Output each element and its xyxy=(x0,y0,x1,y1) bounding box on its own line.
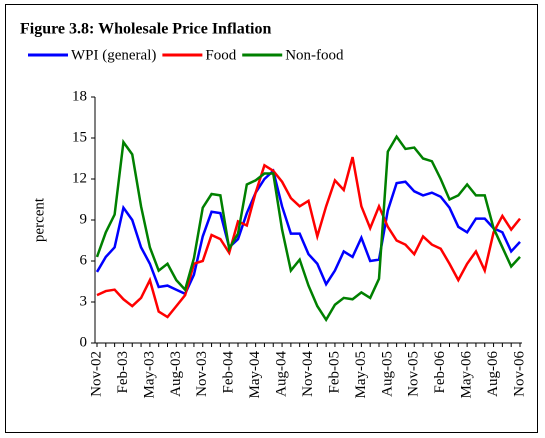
y-tick-label: 9 xyxy=(80,211,88,227)
x-tick-label: Feb-04 xyxy=(221,351,237,394)
x-tick-label: May-03 xyxy=(141,351,157,399)
legend-label: Food xyxy=(205,47,236,63)
x-tick-label: Nov-05 xyxy=(406,351,422,397)
y-tick-label: 12 xyxy=(72,170,87,186)
legend-label: WPI (general) xyxy=(71,47,156,63)
x-tick-label: Nov-04 xyxy=(300,351,316,397)
x-tick-label: Aug-04 xyxy=(274,351,290,397)
y-axis-label: percent xyxy=(31,197,47,242)
y-tick-label: 18 xyxy=(72,88,87,104)
x-tick-label: Feb-05 xyxy=(326,351,342,394)
x-tick-label: Aug-05 xyxy=(379,351,395,397)
y-tick-label: 0 xyxy=(80,334,88,350)
frame xyxy=(5,4,538,433)
x-tick-label: May-04 xyxy=(247,351,263,399)
x-tick-label: Nov-03 xyxy=(194,351,210,397)
x-tick-label: May-05 xyxy=(353,351,369,399)
y-tick-label: 3 xyxy=(80,293,88,309)
x-tick-label: Aug-06 xyxy=(485,351,501,397)
chart-title: Figure 3.8: Wholesale Price Inflation xyxy=(20,21,271,38)
series-line xyxy=(95,168,521,296)
y-tick-label: 15 xyxy=(72,129,87,145)
series-line xyxy=(96,156,521,319)
x-tick-label: Feb-06 xyxy=(432,351,448,394)
x-tick-label: Nov-02 xyxy=(88,351,104,397)
x-tick-label: May-06 xyxy=(459,351,475,399)
legend-label: Non-food xyxy=(285,47,344,63)
series-line xyxy=(95,134,521,323)
x-tick-label: Feb-03 xyxy=(115,351,131,394)
y-tick-label: 6 xyxy=(80,252,88,268)
x-tick-label: Nov-06 xyxy=(511,351,527,397)
x-tick-label: Aug-03 xyxy=(168,351,184,397)
